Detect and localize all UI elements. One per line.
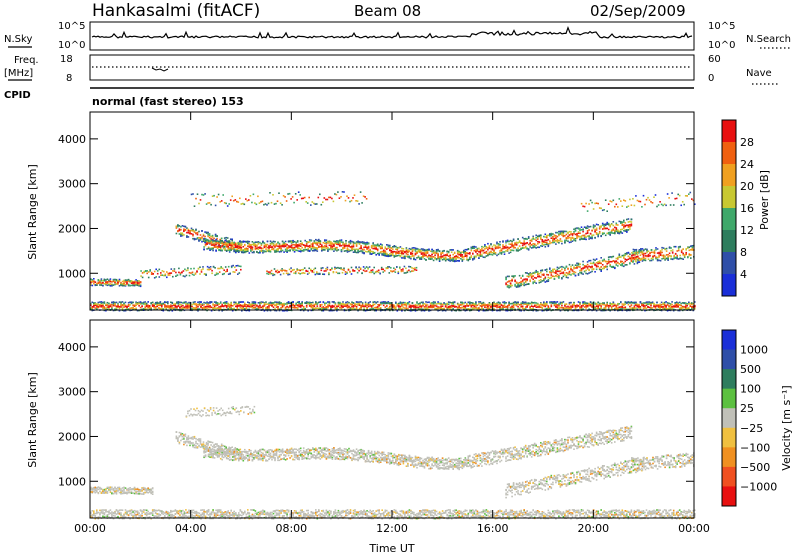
noise-tick-right-bottom: 10^0 [708,40,735,51]
colorbar-swatch [722,164,736,187]
freq-line [151,67,169,72]
power-colorbar-label: Power [dB] [758,170,771,230]
noise-tick-left-bottom: 10^0 [58,40,85,51]
colorbar-swatch [722,349,736,370]
xtick-label: 04:00 [175,522,207,535]
colorbar-swatch [722,142,736,165]
colorbar-tick-label: 16 [740,202,754,215]
colorbar-tick-label: 1000 [740,344,768,357]
xtick-label: 08:00 [275,522,307,535]
cpid-label: CPID [4,90,31,101]
colorbar-swatch [722,120,736,143]
colorbar-frame [721,329,737,507]
colorbar-tick-label: 20 [740,180,754,193]
power-axes: 1000 2000 3000 4000 [58,112,695,310]
freq-label-line1: Freq. [14,55,39,66]
colorbar-tick-label: −1000 [740,480,777,493]
colorbar-tick-label: 100 [740,383,761,396]
colorbar-tick-label: 28 [740,136,754,149]
colorbar-swatch [722,230,736,253]
velocity-colorbar: 1000 500 100 25 −25 −100 −500 −1000 [721,329,777,507]
x-axis-label: Time UT [368,542,414,554]
ytick-label: 3000 [58,178,86,191]
ytick-label: 2000 [58,222,86,235]
nave-tick-bottom: 0 [708,73,714,84]
freq-tick-bottom: 8 [66,73,72,84]
colorbar-swatch [722,208,736,231]
noise-sky-line [91,25,693,39]
colorbar-tick-label: 25 [740,402,754,415]
colorbar-frame [721,119,737,297]
ytick-label: 1000 [58,267,86,280]
ytick-label: 1000 [58,475,86,488]
freq-tick-top: 18 [60,54,73,65]
colorbar-swatch [722,186,736,209]
velocity-panel-frame [89,319,695,519]
noise-tick-right-top: 10^5 [708,21,735,32]
xtick-label: 12:00 [376,522,408,535]
nave-label: Nave [746,68,772,79]
colorbar-tick-label: −100 [740,441,770,454]
ytick-label: 4000 [58,341,86,354]
freq-label-line2: [MHz] [4,68,33,79]
colorbar-swatch [722,252,736,275]
colorbar-swatch [722,274,736,297]
colorbar-tick-label: 12 [740,224,754,237]
noise-panel [89,21,695,51]
beam-title: Beam 08 [354,2,421,20]
nsky-label: N.Sky [4,34,32,45]
date-title: 02/Sep/2009 [590,2,686,20]
site-title: Hankasalmi (fitACF) [92,1,260,21]
freq-panel [89,54,695,81]
ytick-label: 3000 [58,386,86,399]
colorbar-swatch [722,388,736,409]
velocity-heatmap [90,405,696,520]
ytick-label: 4000 [58,133,86,146]
velocity-colorbar-label: Velocity [m s⁻¹] [780,385,793,470]
nsearch-label: N.Search [746,34,791,45]
colorbar-swatch [722,486,736,507]
xtick-label: 16:00 [477,522,509,535]
colorbar-tick-label: 24 [740,158,754,171]
cpid-text: normal (fast stereo) 153 [92,95,244,108]
ytick-label: 2000 [58,430,86,443]
colorbar-swatch [722,466,736,487]
nave-tick-top: 60 [708,54,721,65]
noise-tick-left-top: 10^5 [58,21,85,32]
power-colorbar: 28 24 20 16 12 8 4 [721,119,754,297]
velocity-axes: 1000 2000 3000 4000 00:00 04:00 08:00 12:00 16:0… [58,320,710,535]
velocity-ylabel: Slant Range [km] [26,372,39,468]
colorbar-tick-label: 8 [740,246,747,259]
power-ylabel: Slant Range [km] [26,164,39,260]
colorbar-swatch [722,447,736,468]
xtick-label: 00:00 [74,522,106,535]
power-heatmap [90,191,696,312]
colorbar-swatch [722,330,736,351]
colorbar-swatch [722,408,736,429]
colorbar-tick-label: 4 [740,268,747,281]
colorbar-swatch [722,427,736,448]
colorbar-tick-label: −500 [740,461,770,474]
xtick-label: 00:00 [678,522,710,535]
colorbar-tick-label: 500 [740,363,761,376]
colorbar-swatch [722,369,736,390]
xtick-label: 20:00 [577,522,609,535]
colorbar-tick-label: −25 [740,422,763,435]
